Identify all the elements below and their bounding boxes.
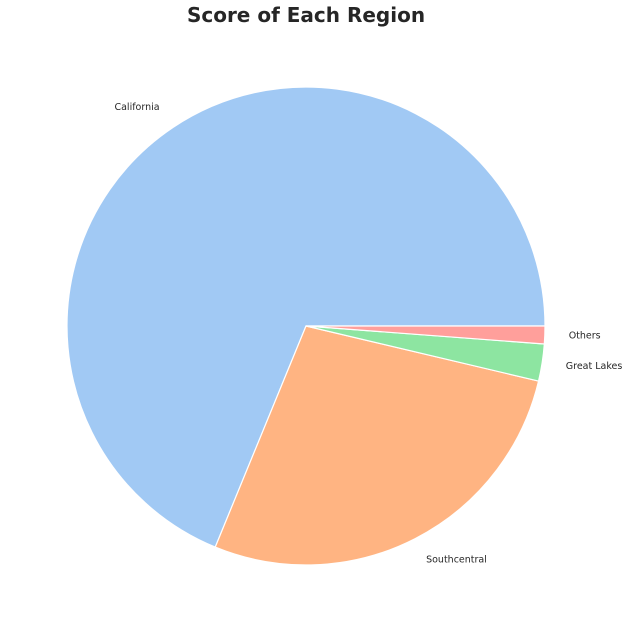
pie-label-california: California	[114, 102, 159, 113]
pie-slice-others	[305, 325, 546, 345]
pie-label-southcentral: Southcentral	[426, 554, 487, 565]
pie-slice-southcentral	[214, 325, 540, 566]
pie-label-others: Others	[569, 330, 601, 341]
pie-slices	[66, 86, 546, 566]
chart-title: Score of Each Region	[186, 3, 426, 27]
pie-labels: California Southcentral Great Lakes Others	[114, 102, 622, 565]
pie-label-great-lakes: Great Lakes	[566, 361, 623, 372]
pie-slice-california	[66, 86, 546, 548]
